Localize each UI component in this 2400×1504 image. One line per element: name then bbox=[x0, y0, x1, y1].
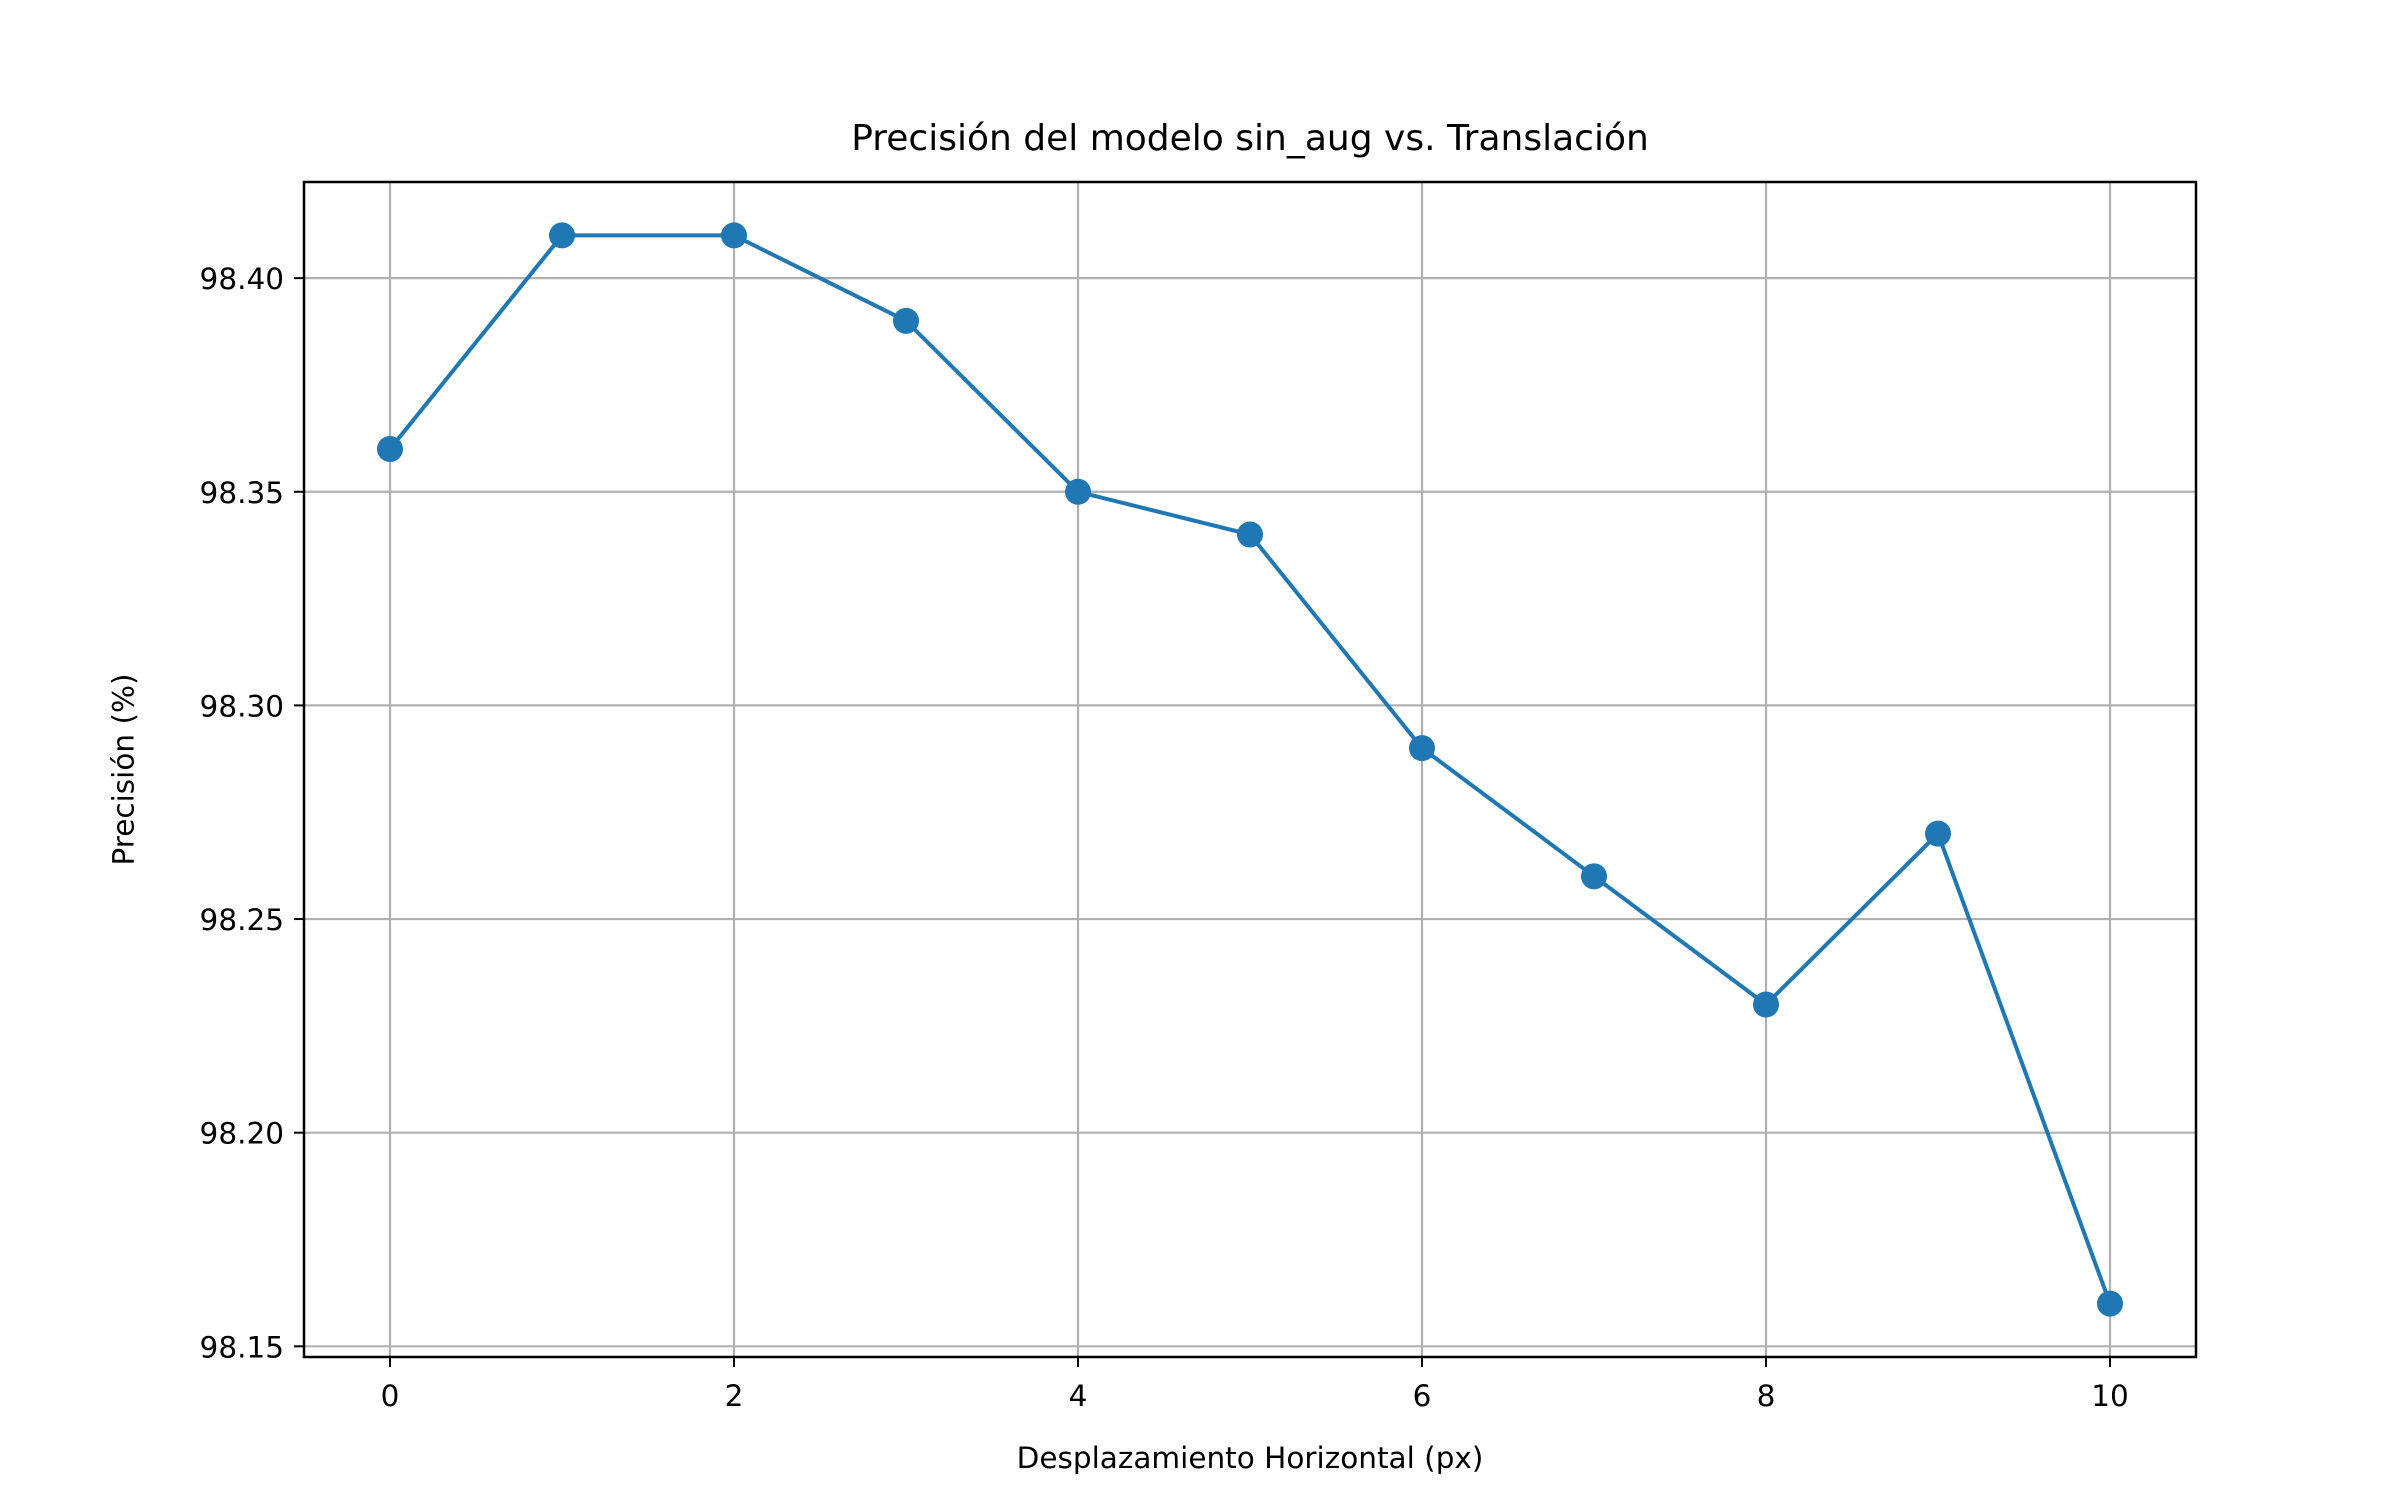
grid bbox=[304, 182, 2196, 1357]
data-point bbox=[721, 222, 747, 249]
y-tick-label: 98.35 bbox=[200, 476, 284, 510]
data-point bbox=[1581, 863, 1607, 890]
x-tick-label: 2 bbox=[725, 1379, 744, 1413]
y-tick-label: 98.30 bbox=[200, 689, 284, 723]
data-point bbox=[893, 307, 919, 334]
data-point bbox=[1065, 478, 1091, 505]
series-layer bbox=[377, 222, 2123, 1317]
y-tick-label: 98.20 bbox=[200, 1117, 284, 1151]
data-point bbox=[2097, 1290, 2123, 1317]
data-point bbox=[377, 436, 403, 463]
y-axis-label: Precisión (%) bbox=[106, 673, 140, 865]
data-point bbox=[549, 222, 575, 249]
y-tick-label: 98.15 bbox=[200, 1330, 284, 1364]
data-point bbox=[1753, 991, 1779, 1018]
data-point bbox=[1925, 820, 1951, 847]
data-point bbox=[1409, 735, 1435, 762]
data-point bbox=[1237, 521, 1263, 548]
x-tick-label: 4 bbox=[1069, 1379, 1088, 1413]
x-axis-label: Desplazamiento Horizontal (px) bbox=[1017, 1441, 1484, 1475]
x-tick-label: 8 bbox=[1757, 1379, 1776, 1413]
axes-frame bbox=[302, 180, 2198, 1359]
y-tick-label: 98.25 bbox=[200, 903, 284, 937]
y-tick-label: 98.40 bbox=[200, 262, 284, 296]
x-tick-label: 10 bbox=[2091, 1379, 2129, 1413]
chart-title: Precisión del modelo sin_aug vs. Transla… bbox=[851, 118, 1649, 159]
x-tick-label: 6 bbox=[1413, 1379, 1432, 1413]
ticks: 0 2 4 6 8 10 98.15 98.20 98.25 98.30 98.35 98.40 bbox=[200, 262, 2129, 1413]
x-tick-label: 0 bbox=[381, 1379, 400, 1413]
